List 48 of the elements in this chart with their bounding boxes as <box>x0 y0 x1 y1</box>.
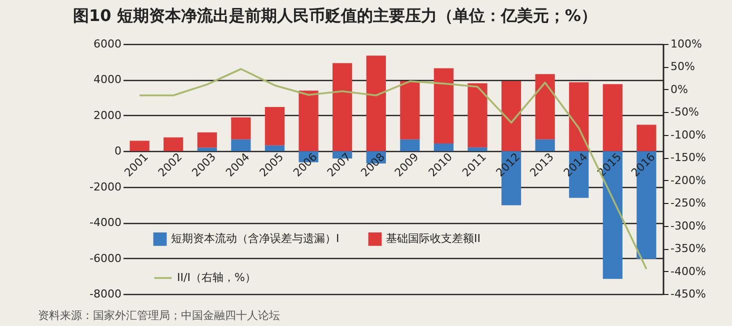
y2-tick-label: -50% <box>670 106 699 119</box>
bar <box>231 117 251 140</box>
bar <box>569 82 589 152</box>
bar <box>298 90 318 152</box>
text: 资料来源：国家外汇管理局；中国金融四十人论坛 <box>38 309 280 322</box>
y2-tick-label: -300% <box>670 219 706 232</box>
y-tick-label: 4000 <box>94 73 122 86</box>
bar <box>197 132 217 148</box>
bar <box>130 140 150 152</box>
bar <box>434 143 454 152</box>
y-tick-label: 6000 <box>94 38 122 50</box>
bar <box>501 80 522 152</box>
y2-tick-label: -100% <box>670 128 706 142</box>
bar <box>636 124 656 152</box>
bar <box>400 139 420 152</box>
bar <box>231 139 251 152</box>
bar <box>468 147 488 152</box>
chart-title: 图10 短期资本净流出是前期人民币贬值的主要压力（单位：亿美元；%） <box>73 6 597 25</box>
bar <box>264 145 285 152</box>
y-tick-label: -4000 <box>90 216 122 230</box>
bar <box>264 107 285 146</box>
legend-label: 基础国际收支差额II <box>386 232 480 246</box>
bar <box>400 80 420 140</box>
y-tick-label: -2000 <box>90 180 122 194</box>
y2-tick-label: -450% <box>670 288 706 300</box>
y2-tick-label: -200% <box>670 174 706 187</box>
legend-label: 短期资本流动（含净误差与遗漏）I <box>171 232 340 246</box>
y2-tick-label: -150% <box>670 151 706 164</box>
legend-label: II/I（右轴，%） <box>177 271 256 284</box>
bar <box>366 56 386 152</box>
y2-tick-label: 100% <box>670 38 702 50</box>
y2-tick-label: 0% <box>670 82 688 96</box>
bar <box>535 74 555 140</box>
bar <box>197 148 217 152</box>
y2-tick-label: 50% <box>670 60 695 74</box>
bar <box>164 137 184 152</box>
y-tick-label: -8000 <box>90 288 122 300</box>
y-tick-label: -6000 <box>90 252 122 265</box>
bar <box>434 68 454 144</box>
bar <box>535 139 555 152</box>
y2-tick-label: -400% <box>670 264 706 278</box>
y2-tick-label: -350% <box>670 242 706 256</box>
y-tick-label: 0 <box>114 144 122 158</box>
bar <box>332 63 352 152</box>
bar <box>468 83 488 148</box>
y2-tick-label: -250% <box>670 196 706 210</box>
y-tick-label: 2000 <box>94 108 122 122</box>
bar <box>602 84 622 152</box>
